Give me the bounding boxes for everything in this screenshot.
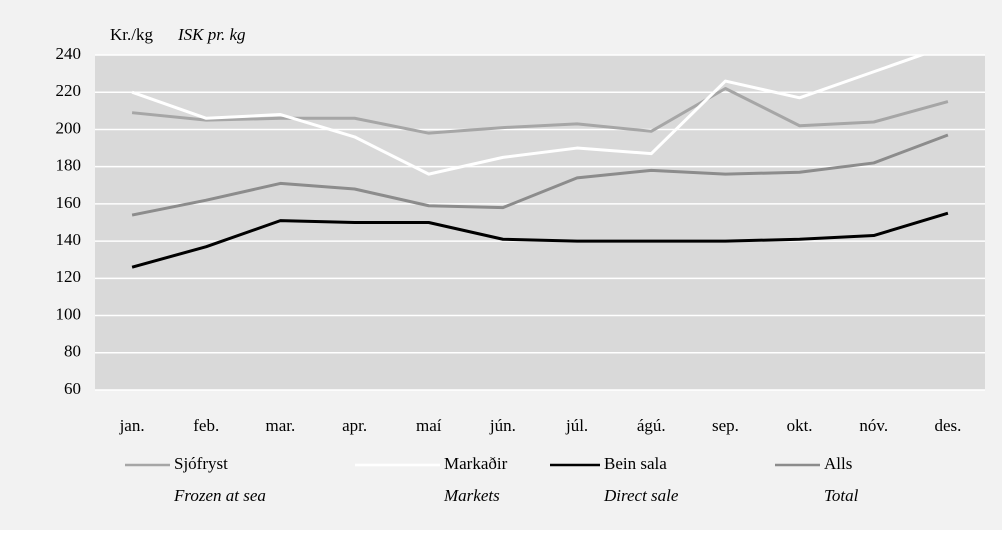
legend-label: Sjófryst: [174, 454, 228, 473]
x-tick-label: jún.: [489, 416, 516, 435]
x-tick-label: feb.: [193, 416, 219, 435]
legend-label: Alls: [824, 454, 852, 473]
y-tick-label: 100: [56, 304, 82, 323]
x-tick-label: jan.: [119, 416, 145, 435]
y-tick-label: 180: [56, 156, 82, 175]
legend-label: Markaðir: [444, 454, 508, 473]
series-line: [131, 55, 926, 176]
y-tick-label: 140: [56, 230, 82, 249]
y-tick-label: 120: [56, 267, 82, 286]
legend-label-en: Total: [824, 486, 859, 505]
y-axis-label: Kr./kg: [110, 25, 153, 44]
legend-label-en: Direct sale: [603, 486, 679, 505]
y-tick-label: 160: [56, 193, 82, 212]
y-tick-label: 240: [56, 44, 82, 63]
plot-area: [95, 55, 985, 390]
legend-label-en: Markets: [443, 486, 500, 505]
x-tick-label: sep.: [712, 416, 739, 435]
x-tick-label: okt.: [787, 416, 813, 435]
y-tick-label: 200: [56, 118, 82, 137]
series-line: [131, 87, 949, 135]
x-tick-label: maí: [416, 416, 442, 435]
legend-label: Bein sala: [604, 454, 667, 473]
y-tick-label: 220: [56, 81, 82, 100]
series-line: [131, 133, 949, 217]
x-tick-label: mar.: [266, 416, 296, 435]
x-tick-label: nóv.: [859, 416, 888, 435]
x-tick-label: apr.: [342, 416, 367, 435]
series-line: [131, 211, 949, 269]
y-tick-label: 80: [64, 342, 81, 361]
x-tick-label: júl.: [565, 416, 588, 435]
y-tick-label: 60: [64, 379, 81, 398]
x-tick-label: des.: [934, 416, 961, 435]
y-axis-label-en: ISK pr. kg: [177, 25, 246, 44]
x-tick-label: ágú.: [637, 416, 666, 435]
legend-label-en: Frozen at sea: [173, 486, 266, 505]
